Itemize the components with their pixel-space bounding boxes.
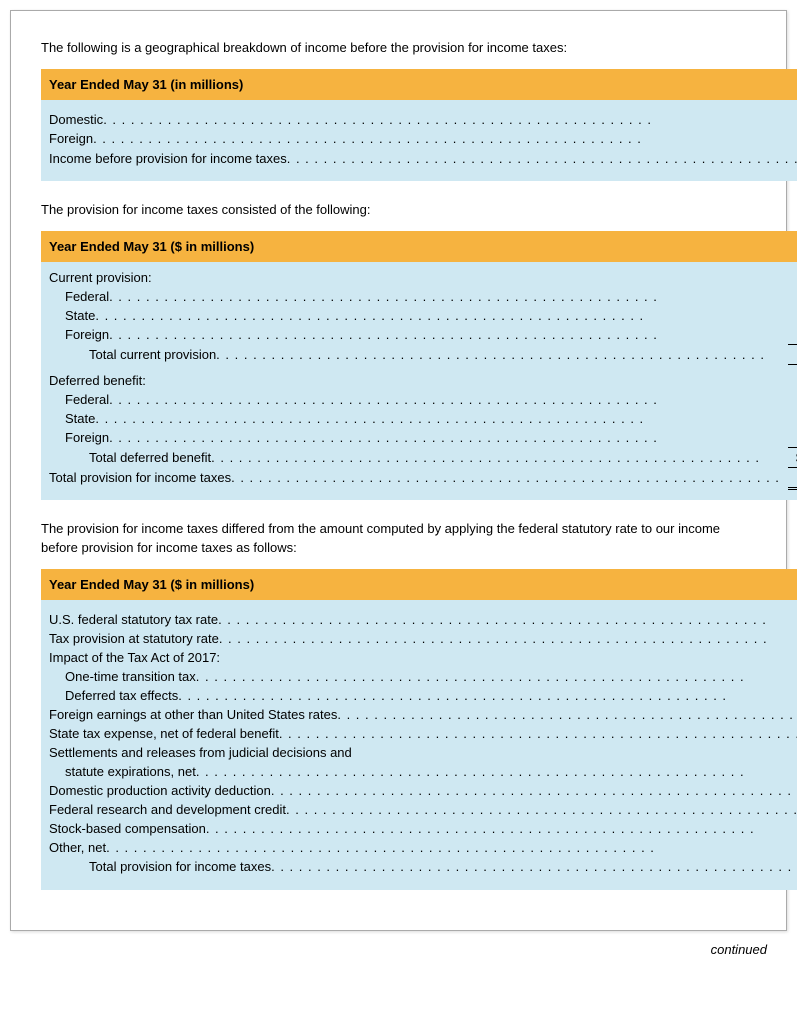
label: Total deferred benefit <box>49 450 211 465</box>
label: U.S. federal statutory tax rate <box>49 612 218 627</box>
label: State <box>49 411 95 426</box>
table-tax-provision: Year Ended May 31 ($ in millions) 2019 2… <box>41 231 797 500</box>
label: Foreign <box>49 327 109 342</box>
page-container: The following is a geographical breakdow… <box>10 10 787 931</box>
row-current-federal: Federal $ 979 $8,320 $ 936 <box>41 287 797 306</box>
label: Federal <box>49 392 109 407</box>
row-total-current: Total current provision $2,376 $9,684 $2… <box>41 345 797 365</box>
table-header-row: Year Ended May 31 ($ in millions) 2019 2… <box>41 231 797 262</box>
row-total-provision-recon: Total provision for income taxes $1,185 … <box>41 857 797 878</box>
label: Foreign <box>49 131 93 146</box>
label: Foreign earnings at other than United St… <box>49 707 337 722</box>
row-deferred-federal: Federal $ 483 $ (827) $ (158) <box>41 390 797 409</box>
row-domestic: Domestic $ 3,774 $ 3,366 $ 3,674 <box>41 110 797 129</box>
label: One-time transition tax <box>49 669 196 684</box>
row-current-state: State 300 264 257 <box>41 306 797 325</box>
table-header-row: Year Ended May 31 ($ in millions) 2019 2… <box>41 569 797 600</box>
row-foreign-earnings: Foreign earnings at other than United St… <box>41 705 797 724</box>
continued-label: continued <box>0 936 797 967</box>
row-transition-tax: One-time transition tax (529) 7,781 — <box>41 667 797 686</box>
label: Income before provision for income taxes <box>49 151 287 166</box>
row-tax-at-statutory: Tax provision at statutory rate $2,576 $… <box>41 629 797 648</box>
label: Total provision for income taxes <box>49 859 271 874</box>
label: Other, net <box>49 840 106 855</box>
row-settlements-line2: statute expirations, net (132) (252) (18… <box>41 762 797 781</box>
row-domestic-production: Domestic production activity deduction —… <box>41 781 797 800</box>
section-deferred-benefit: Deferred benefit: <box>41 365 797 391</box>
label: State <box>49 308 95 323</box>
row-total-deferred: Total deferred benefit $(1,191) $ (847) … <box>41 448 797 468</box>
row-statutory-rate: U.S. federal statutory tax rate 21.0% 29… <box>41 610 797 629</box>
label: statute expirations, net <box>49 764 196 779</box>
col-2019: 2019 <box>788 231 797 262</box>
label: Deferred tax effects <box>49 688 178 703</box>
row-other-net: Other, net 81 6 (114) <box>41 838 797 858</box>
label: Stock-based compensation <box>49 821 206 836</box>
label: Domestic <box>49 112 103 127</box>
label: Total provision for income taxes <box>49 470 231 485</box>
section-label: Current provision: <box>41 262 797 287</box>
row-deferred-state: State (28) (26) (29) <box>41 409 797 428</box>
table-header-row: Year Ended May 31 (in millions) 2019 201… <box>41 69 797 100</box>
table-rate-reconciliation: Year Ended May 31 ($ in millions) 2019 2… <box>41 569 797 890</box>
row-total-income: Income before provision for income taxes… <box>41 149 797 170</box>
table-geo-income: Year Ended May 31 (in millions) 2019 201… <box>41 69 797 181</box>
paragraph-geo-breakdown: The following is a geographical breakdow… <box>41 39 756 57</box>
row-rd-credit: Federal research and development credit … <box>41 800 797 819</box>
header-label: Year Ended May 31 ($ in millions) <box>41 569 797 600</box>
label: Impact of the Tax Act of 2017: <box>41 648 797 667</box>
label: Tax provision at statutory rate <box>49 631 219 646</box>
row-total-provision: Total provision for income taxes $ 1,185… <box>41 468 797 489</box>
label: Foreign <box>49 430 109 445</box>
label: Federal <box>49 289 109 304</box>
row-foreign: Foreign 8,494 9,058 8,006 <box>41 129 797 149</box>
label: Domestic production activity deduction <box>49 783 271 798</box>
section-current-provision: Current provision: <box>41 262 797 287</box>
label: State tax expense, net of federal benefi… <box>49 726 279 741</box>
label: Settlements and releases from judicial d… <box>41 743 797 762</box>
row-deferred-effects: Deferred tax effects 140 (911) — <box>41 686 797 705</box>
header-label: Year Ended May 31 ($ in millions) <box>41 231 788 262</box>
paragraph-provision-components: The provision for income taxes consisted… <box>41 201 756 219</box>
label: Federal research and development credit <box>49 802 286 817</box>
row-settlements-line1: Settlements and releases from judicial d… <box>41 743 797 762</box>
paragraph-rate-reconciliation: The provision for income taxes differed … <box>41 520 756 556</box>
section-label: Deferred benefit: <box>41 365 797 391</box>
row-current-foreign: Foreign 1,097 1,100 1,475 <box>41 325 797 345</box>
row-stock-comp: Stock-based compensation (201) (302) (14… <box>41 819 797 838</box>
row-tax-act-header: Impact of the Tax Act of 2017: <box>41 648 797 667</box>
row-deferred-foreign: Foreign (1,646) 6 (253) <box>41 428 797 448</box>
label: Total current provision <box>49 347 216 362</box>
header-label: Year Ended May 31 (in millions) <box>41 69 797 100</box>
row-state-tax: State tax expense, net of federal benefi… <box>41 724 797 743</box>
